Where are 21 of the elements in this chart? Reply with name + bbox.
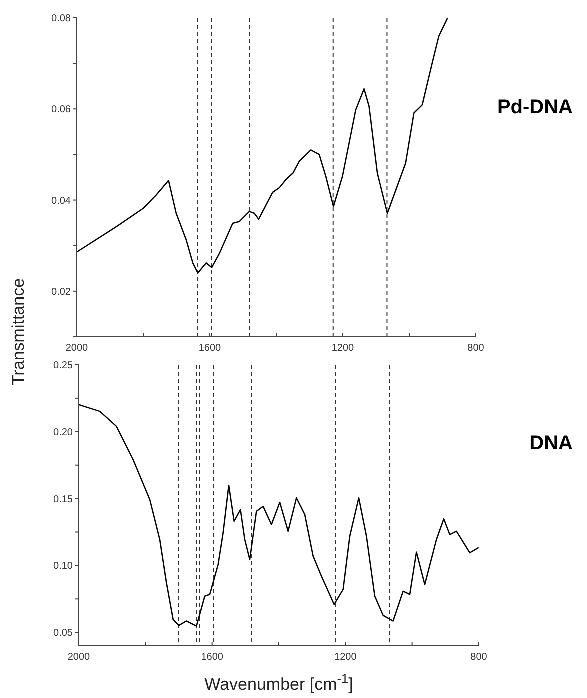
y-tick-label: 0.08 [52, 14, 72, 24]
x-tick-label: 2000 [66, 343, 89, 354]
y-axis-title: Transmittance [9, 278, 28, 386]
y-tick-label: 0.10 [54, 561, 74, 572]
y-tick-label: 0.25 [54, 360, 74, 372]
x-tick-label: 1200 [334, 652, 358, 663]
x-tick-label: 2000 [68, 652, 91, 663]
y-tick-label: 0.02 [52, 286, 72, 298]
y-tick-label: 0.04 [52, 196, 72, 207]
y-tick-label: 0.05 [54, 628, 74, 640]
x-tick-label: 1600 [201, 652, 224, 663]
x-axis-title: Wavenumber [cm$^{-1}$] [204, 670, 354, 694]
y-tick-label: 0.20 [54, 427, 74, 438]
x-tick-label: 800 [468, 343, 485, 354]
x-tick-label: 1200 [332, 343, 355, 354]
text: DNA [530, 432, 573, 454]
y-tick-label: 0.06 [52, 104, 72, 116]
x-tick-label: 1600 [198, 343, 222, 354]
y-tick-label: 0.15 [54, 494, 74, 506]
text: Pd-DNA [497, 96, 573, 119]
x-tick-label: 800 [470, 652, 488, 663]
